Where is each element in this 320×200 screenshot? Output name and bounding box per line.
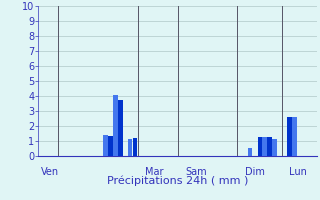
Bar — [292, 117, 297, 156]
X-axis label: Précipitations 24h ( mm ): Précipitations 24h ( mm ) — [107, 175, 248, 186]
Text: Lun: Lun — [290, 167, 307, 177]
Bar — [103, 135, 108, 156]
Bar — [268, 137, 272, 156]
Bar — [272, 139, 277, 156]
Bar — [287, 117, 292, 156]
Bar — [262, 137, 267, 156]
Bar — [248, 148, 252, 156]
Bar — [258, 137, 262, 156]
Bar — [108, 136, 113, 156]
Bar — [113, 95, 117, 156]
Text: Dim: Dim — [245, 167, 265, 177]
Bar — [128, 139, 132, 156]
Text: Mar: Mar — [145, 167, 164, 177]
Text: Sam: Sam — [185, 167, 207, 177]
Bar — [118, 100, 123, 156]
Bar — [133, 138, 138, 156]
Text: Ven: Ven — [41, 167, 59, 177]
